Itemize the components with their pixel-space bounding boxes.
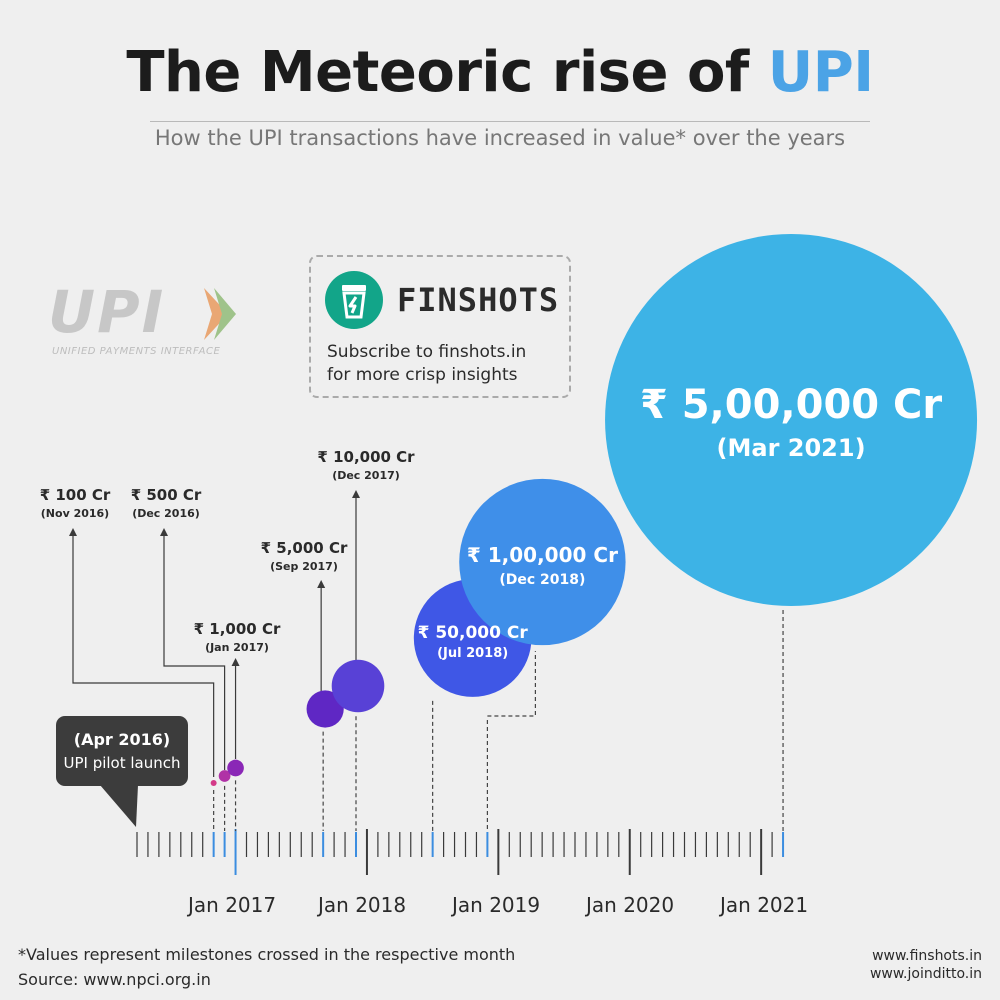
footnote: *Values represent milestones crossed in … xyxy=(18,945,516,964)
page-subtitle: How the UPI transactions have increased … xyxy=(154,126,846,150)
upi-logo-word: UPI xyxy=(48,278,166,346)
milestone-value-label: ₹ 10,000 Cr xyxy=(317,448,415,466)
x-tick-label: Jan 2018 xyxy=(318,893,407,917)
milestone-bubble xyxy=(459,478,626,646)
arrow-head-icon xyxy=(69,528,77,536)
upi-logo: UPI UNIFIED PAYMENTS INTERFACE xyxy=(48,280,248,360)
milestone-value-label: ₹ 50,000 Cr xyxy=(418,623,529,643)
upi-logo-tagline: UNIFIED PAYMENTS INTERFACE xyxy=(52,346,221,357)
leader-line xyxy=(163,530,226,770)
milestone-date-label: (Dec 2016) xyxy=(132,507,200,520)
milestone-date-label: (Dec 2017) xyxy=(332,469,400,482)
arrow-head-icon xyxy=(160,528,168,536)
site-link-finshots[interactable]: www.finshots.in xyxy=(872,948,982,964)
x-tick-label: Jan 2017 xyxy=(188,893,277,917)
milestone-date-label: (Sep 2017) xyxy=(270,560,338,573)
connectors xyxy=(69,490,784,831)
timeline-ticks xyxy=(136,829,785,875)
milestone-labels: ₹ 100 Cr (Nov 2016) ₹ 500 Cr (Dec 2016) ₹ 1,… xyxy=(40,382,943,661)
finshots-promo[interactable]: FINSHOTS Subscribe to finshots.in for mo… xyxy=(309,255,571,398)
milestone-bubble xyxy=(227,759,244,777)
x-tick-label: Jan 2021 xyxy=(720,893,809,917)
milestone-bubble xyxy=(331,659,385,713)
callout-pointer xyxy=(100,785,138,827)
page-title: The Meteoric rise of UPI xyxy=(0,40,1000,105)
milestone-value-label: ₹ 1,000 Cr xyxy=(194,620,281,638)
milestone-bubble xyxy=(210,780,217,786)
milestone-value-label: ₹ 1,00,000 Cr xyxy=(467,543,618,567)
finshots-brand: FINSHOTS xyxy=(397,281,560,319)
milestone-date-label: (Jul 2018) xyxy=(437,646,508,661)
milestone-value-label: ₹ 5,00,000 Cr xyxy=(640,382,942,428)
milestone-value-label: ₹ 500 Cr xyxy=(131,486,202,504)
leader-line xyxy=(72,530,215,777)
arrow-head-icon xyxy=(352,490,360,498)
site-link-ditto[interactable]: www.joinditto.in xyxy=(869,966,982,982)
upi-arrow-icon xyxy=(204,288,236,340)
milestone-date-label: (Dec 2018) xyxy=(499,572,585,588)
milestone-date-label: (Nov 2016) xyxy=(41,507,109,520)
title-main: The Meteoric rise of xyxy=(126,40,749,105)
title-accent: UPI xyxy=(767,40,874,105)
arrow-head-icon xyxy=(317,580,326,588)
milestone-bubble xyxy=(306,690,344,728)
milestone-bubbles xyxy=(210,234,978,786)
x-tick-label: Jan 2019 xyxy=(452,893,541,917)
x-tick-label: Jan 2020 xyxy=(586,893,675,917)
arrow-head-icon xyxy=(231,658,240,666)
launch-date: (Apr 2016) xyxy=(73,730,171,749)
milestone-date-label: (Jan 2017) xyxy=(205,641,269,654)
milestone-value-label: ₹ 100 Cr xyxy=(40,486,111,504)
milestone-date-label: (Mar 2021) xyxy=(717,434,866,462)
finshots-logo-icon xyxy=(325,271,383,329)
milestone-bubble xyxy=(605,234,978,606)
launch-callout: (Apr 2016) UPI pilot launch xyxy=(56,716,188,786)
drop-line xyxy=(487,651,537,717)
milestone-value-label: ₹ 5,000 Cr xyxy=(261,539,348,557)
source-note: Source: www.npci.org.in xyxy=(18,970,211,989)
milestone-bubble xyxy=(218,770,231,782)
promo-line-2: for more crisp insights xyxy=(327,365,518,385)
title-divider xyxy=(150,121,870,122)
launch-event: UPI pilot launch xyxy=(63,754,181,772)
promo-line-1: Subscribe to finshots.in xyxy=(327,342,527,362)
